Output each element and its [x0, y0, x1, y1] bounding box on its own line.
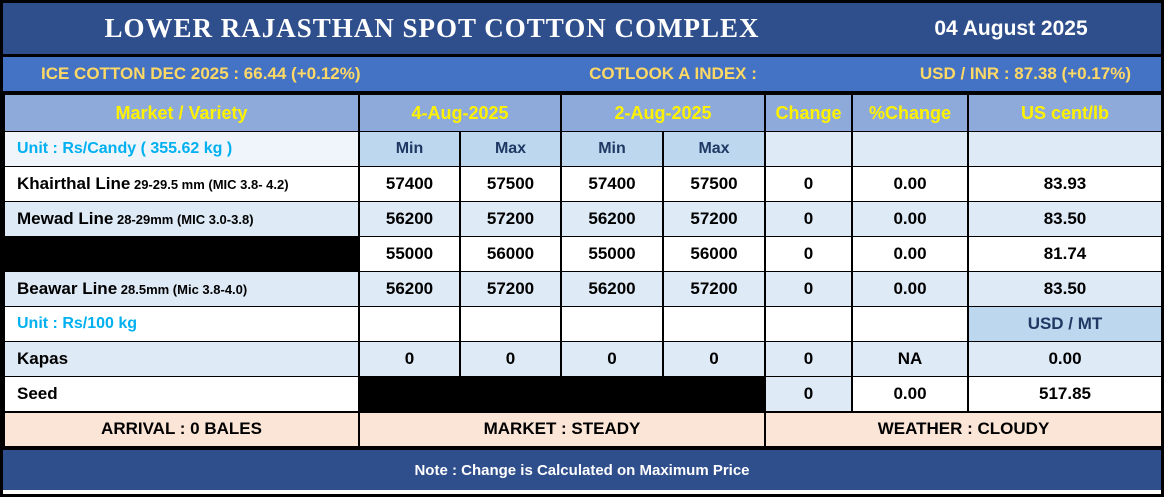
price-cell: 0.00	[851, 376, 969, 412]
usd-inr-quote: USD / INR : 87.38 (+0.17%)	[919, 64, 1131, 83]
usd-mt-header: USD / MT	[967, 306, 1161, 342]
price-cell: 55000	[358, 236, 461, 272]
price-cell: 57200	[662, 201, 766, 237]
price-table: Market / Variety 4-Aug-2025 2-Aug-2025 C…	[3, 94, 1161, 447]
header-change: Change	[764, 94, 853, 132]
price-cell: 56000	[662, 236, 766, 272]
price-cell: 0.00	[851, 201, 969, 237]
market-label: Seed	[3, 376, 360, 412]
empty-cell	[764, 306, 853, 342]
empty-cell	[764, 131, 853, 167]
max-header: Max	[662, 131, 766, 167]
empty-cell	[851, 131, 969, 167]
price-cell	[358, 376, 461, 412]
price-cell: 0.00	[851, 166, 969, 202]
empty-cell	[967, 131, 1161, 167]
price-cell: 57500	[459, 166, 562, 202]
header-us-cent-lb: US cent/lb	[967, 94, 1161, 132]
unit-100kg-label: Unit : Rs/100 kg	[3, 306, 360, 342]
empty-cell	[662, 306, 766, 342]
arrival-status: ARRIVAL : 0 BALES	[3, 410, 360, 447]
price-cell: 0.00	[851, 236, 969, 272]
price-cell: NA	[851, 341, 969, 377]
price-cell: 83.50	[967, 271, 1161, 307]
unit-candy-label: Unit : Rs/Candy ( 355.62 kg )	[3, 131, 360, 167]
price-cell: 0	[764, 236, 853, 272]
table-row: Beawar Line 28.5mm (Mic 3.8-4.0) 56200 572…	[3, 271, 1161, 307]
price-cell: 517.85	[967, 376, 1161, 412]
table-row: Mewad Line 28-29mm (MIC 3.0-3.8) 56200 572…	[3, 201, 1161, 237]
unit-candy-row: Unit : Rs/Candy ( 355.62 kg ) Min Max Mi…	[3, 131, 1161, 167]
empty-cell	[358, 306, 461, 342]
min-header: Min	[358, 131, 461, 167]
price-cell: 56200	[358, 271, 461, 307]
price-cell: 0	[459, 341, 562, 377]
price-cell: 0	[764, 201, 853, 237]
price-cell: 81.74	[967, 236, 1161, 272]
price-cell: 56000	[459, 236, 562, 272]
price-cell: 0.00	[967, 341, 1161, 377]
table-header-row: Market / Variety 4-Aug-2025 2-Aug-2025 C…	[3, 94, 1161, 132]
market-ticker-bar: ICE COTTON DEC 2025 : 66.44 (+0.12%) COT…	[3, 57, 1161, 94]
price-cell: 0	[764, 271, 853, 307]
table-row: 55000 56000 55000 56000 0 0.00 81.74	[3, 236, 1161, 272]
market-label-redacted	[3, 236, 360, 272]
header-date-previous: 2-Aug-2025	[560, 94, 766, 132]
title-bar: LOWER RAJASTHAN SPOT COTTON COMPLEX 04 A…	[3, 3, 1161, 57]
price-cell: 0	[358, 341, 461, 377]
note-text: Note : Change is Calculated on Maximum P…	[414, 461, 750, 479]
empty-cell	[851, 306, 969, 342]
price-cell	[459, 376, 562, 412]
report-title: LOWER RAJASTHAN SPOT COTTON COMPLEX	[104, 13, 760, 43]
header-pct-change: %Change	[851, 94, 969, 132]
price-cell: 56200	[560, 201, 664, 237]
price-cell: 0	[764, 376, 853, 412]
market-label: Khairthal Line 29-29.5 mm (MIC 3.8- 4.2)	[3, 166, 360, 202]
price-cell: 55000	[560, 236, 664, 272]
market-label: Kapas	[3, 341, 360, 377]
price-cell: 0	[764, 341, 853, 377]
price-cell: 57500	[662, 166, 766, 202]
weather-status: WEATHER : CLOUDY	[764, 410, 1161, 447]
price-cell: 57400	[560, 166, 664, 202]
table-row: Seed 0 0.00 517.85	[3, 376, 1161, 412]
price-cell: 56200	[358, 201, 461, 237]
ice-cotton-quote: ICE COTTON DEC 2025 : 66.44 (+0.12%)	[41, 64, 361, 83]
header-market-variety: Market / Variety	[3, 94, 360, 132]
price-cell: 0	[560, 341, 664, 377]
header-date-current: 4-Aug-2025	[358, 94, 562, 132]
market-status: MARKET : STEADY	[358, 410, 766, 447]
max-header: Max	[459, 131, 562, 167]
market-label: Beawar Line 28.5mm (Mic 3.8-4.0)	[3, 271, 360, 307]
price-cell: 0	[764, 166, 853, 202]
price-cell: 56200	[560, 271, 664, 307]
price-cell: 57200	[459, 271, 562, 307]
price-cell	[560, 376, 664, 412]
price-cell: 83.93	[967, 166, 1161, 202]
empty-cell	[560, 306, 664, 342]
price-cell: 57200	[459, 201, 562, 237]
unit-100kg-row: Unit : Rs/100 kg USD / MT	[3, 306, 1161, 342]
table-row: Khairthal Line 29-29.5 mm (MIC 3.8- 4.2)…	[3, 166, 1161, 202]
price-cell: 57400	[358, 166, 461, 202]
price-cell: 0.00	[851, 271, 969, 307]
status-row: ARRIVAL : 0 BALES MARKET : STEADY WEATHE…	[3, 410, 1161, 447]
market-label: Mewad Line 28-29mm (MIC 3.0-3.8)	[3, 201, 360, 237]
price-cell: 83.50	[967, 201, 1161, 237]
min-header: Min	[560, 131, 664, 167]
price-cell: 0	[662, 341, 766, 377]
report-date: 04 August 2025	[934, 16, 1088, 40]
price-cell: 57200	[662, 271, 766, 307]
cotlook-index-label: COTLOOK A INDEX :	[589, 64, 757, 83]
empty-cell	[459, 306, 562, 342]
price-cell	[662, 376, 766, 412]
note-bar: Note : Change is Calculated on Maximum P…	[3, 447, 1161, 490]
table-row: Kapas 0 0 0 0 0 NA 0.00	[3, 341, 1161, 377]
